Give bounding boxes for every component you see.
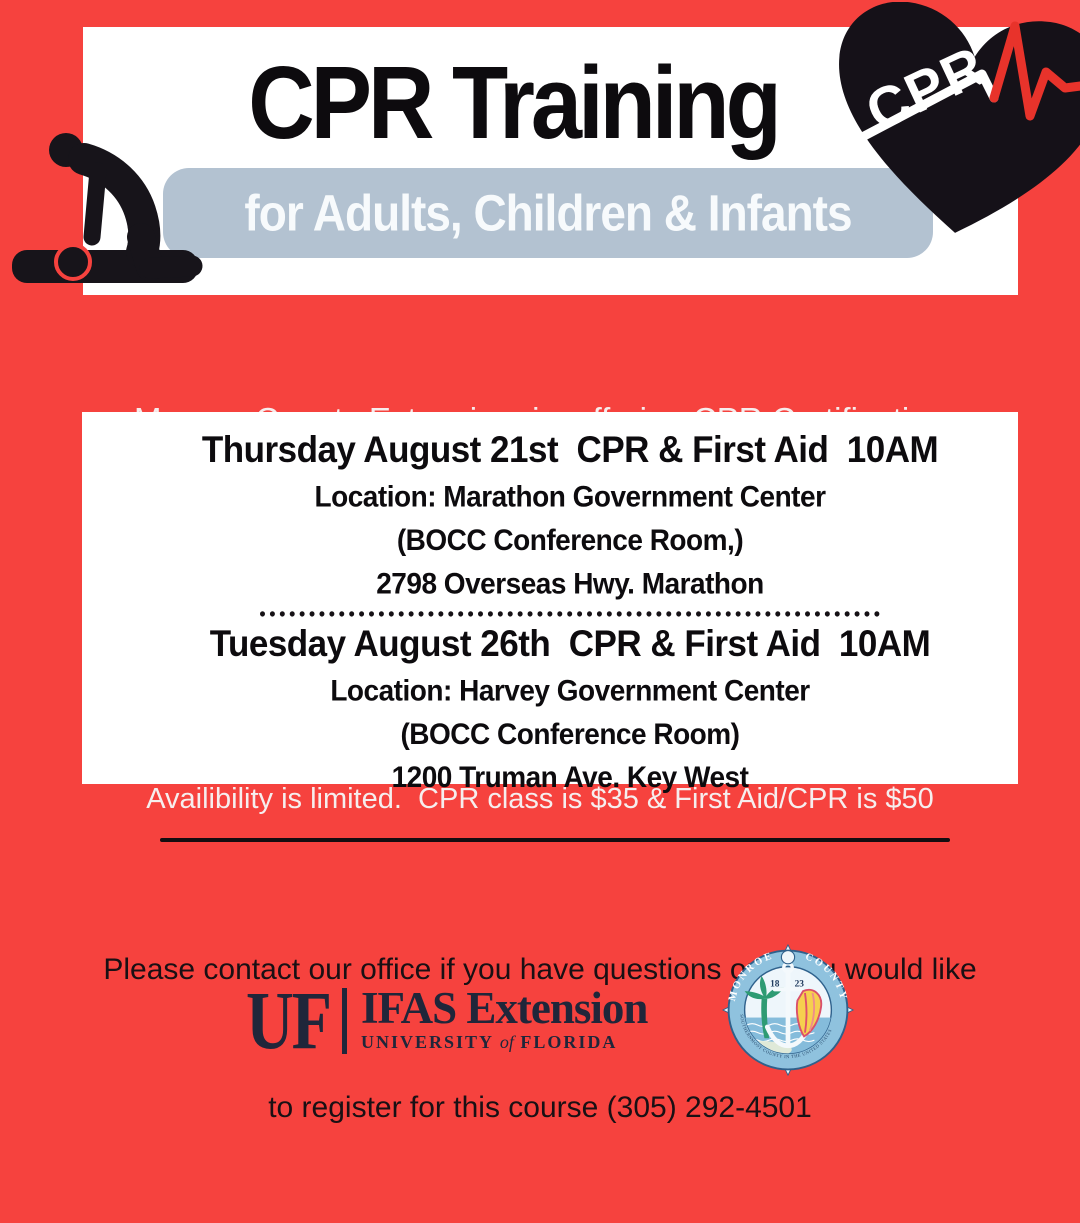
session-1-location: Location: Marathon Government Center	[314, 479, 826, 513]
conch-shell	[795, 988, 823, 1038]
victim-head-shape	[54, 243, 92, 281]
session-2-address: 1200 Truman Ave. Key West	[391, 760, 749, 794]
session-2-location: Location: Harvey Government Center	[330, 673, 810, 707]
pulse-line-white	[825, 69, 999, 159]
rescuer-shape	[49, 133, 203, 281]
cpr-flyer: CPR Training for Adults, Children & Infa…	[12, 1, 1080, 1124]
uf-logo-bar	[341, 988, 347, 1054]
schedule-content: Thursday August 21st CPR & First Aid 10A…	[82, 412, 1018, 799]
ifas-extension-label: IFAS Extension	[360, 983, 648, 1033]
availability-note: Availibility is limited. CPR class is $3…	[146, 783, 934, 815]
subtitle-banner: for Adults, Children & Infants	[163, 168, 933, 258]
heart-cpr-graphic: CPR	[822, 1, 1080, 252]
poster-title: CPR Training	[248, 46, 782, 161]
pulse-line-red	[989, 21, 1080, 121]
contact-line-2: to register for this course (305) 292-45…	[268, 1091, 812, 1124]
schedule-box: Thursday August 21st CPR & First Aid 10A…	[82, 412, 1018, 794]
divider-line	[160, 838, 950, 842]
cpr-rescue-icon	[12, 133, 203, 283]
session-1-address: 2798 Overseas Hwy. Marathon	[376, 566, 764, 600]
monroe-county-seal: 18 23 MONROE COUNTY SOUTHERNMOST COUNTY …	[722, 944, 854, 1076]
university-of-florida-label: UNIVERSITY of FLORIDA	[360, 1032, 618, 1052]
contact-line-1: Please contact our office if you have qu…	[103, 953, 977, 986]
subtitle-text: for Adults, Children & Infants	[244, 184, 852, 242]
uf-monogram: UF	[246, 975, 332, 1067]
uf-ifas-logo: UF IFAS Extension UNIVERSITY of FLORIDA	[246, 980, 648, 1063]
seal-year-right: 23	[795, 979, 805, 989]
dotted-divider	[260, 611, 880, 617]
session-1-room: (BOCC Conference Room,)	[396, 523, 744, 557]
session-1-heading: Thursday August 21st CPR & First Aid 10A…	[201, 428, 939, 471]
seal-top-ornament	[780, 950, 796, 965]
session-2-room: (BOCC Conference Room)	[400, 717, 740, 751]
session-2-heading: Tuesday August 26th CPR & First Aid 10AM	[209, 622, 931, 665]
heart-icon: CPR	[825, 1, 1080, 233]
seal-year-left: 18	[770, 979, 780, 989]
